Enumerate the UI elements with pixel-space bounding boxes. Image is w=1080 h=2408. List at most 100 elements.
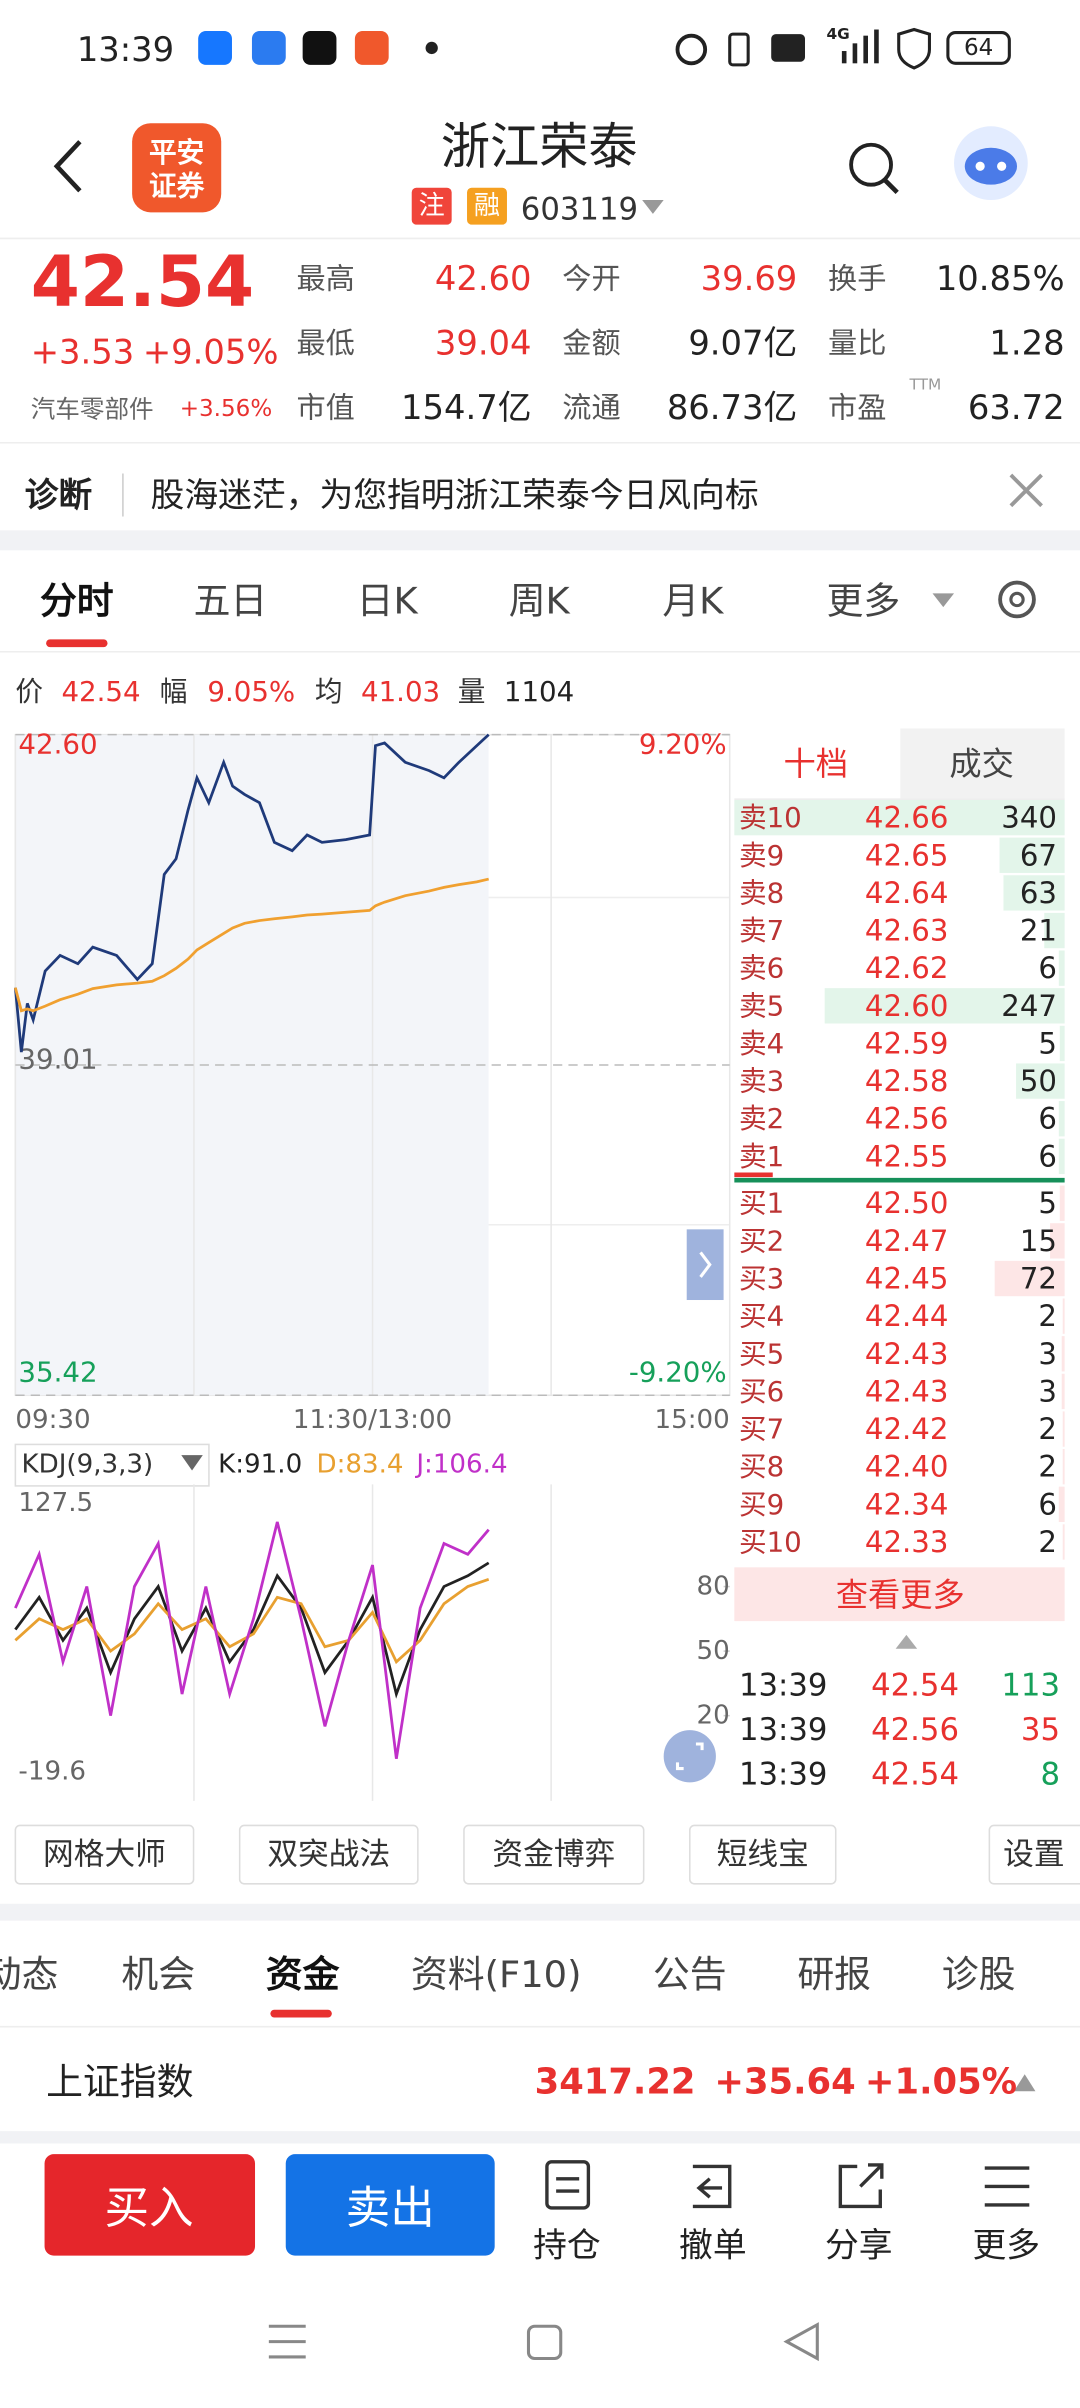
book-label: 买8	[739, 1450, 784, 1483]
diagnosis-text[interactable]: 股海迷茫，为您指明浙江荣泰今日风向标	[151, 476, 759, 515]
more-button-bg[interactable]	[734, 1567, 1065, 1622]
volume-bar	[1059, 1025, 1065, 1062]
indicator-name[interactable]: KDJ(9,3,3)	[22, 1449, 154, 1479]
book-price: 42.44	[865, 1299, 949, 1333]
book-volume: 63	[1020, 876, 1057, 910]
dropdown-arrow[interactable]	[642, 200, 664, 214]
tab-indicator	[46, 639, 108, 648]
fullscreen-button[interactable]	[663, 1730, 716, 1783]
sell-label[interactable]: 卖出	[346, 2182, 435, 2234]
volume-bar	[999, 837, 1065, 873]
book-price: 42.59	[865, 1026, 949, 1060]
book-tab[interactable]: 十档	[784, 745, 849, 783]
assistant-eye	[997, 161, 1007, 171]
volume-bar	[1061, 1336, 1065, 1372]
sector: 汽车零部件	[31, 394, 154, 423]
chart-tab[interactable]: 日K	[357, 580, 419, 623]
book-price: 42.43	[865, 1337, 949, 1371]
tool-label[interactable]: 资金博弈	[492, 1837, 615, 1873]
tool-button[interactable]	[14, 1824, 195, 1885]
info-value: 42.54	[61, 675, 140, 708]
book-label: 买2	[739, 1224, 784, 1257]
book-label: 买4	[739, 1300, 784, 1333]
search-button[interactable]	[849, 142, 893, 187]
tool-button[interactable]	[463, 1824, 645, 1885]
legend-entry: J:106.4	[414, 1449, 507, 1479]
book-tab[interactable]: 成交	[949, 745, 1014, 783]
marker	[734, 1172, 773, 1178]
band	[0, 530, 1080, 551]
dropdown-arrow[interactable]	[932, 593, 955, 608]
more-button[interactable]: 查看更多	[836, 1576, 965, 1614]
chart-tab[interactable]: 更多	[827, 580, 901, 623]
tool-label[interactable]: 设置	[1003, 1837, 1064, 1873]
tag-bg	[467, 187, 507, 225]
book-volume: 3	[1038, 1374, 1057, 1408]
settings-button[interactable]	[998, 580, 1036, 619]
alarm-icon	[675, 33, 708, 66]
action-label[interactable]: 分享	[825, 2225, 893, 2264]
book-price: 42.34	[865, 1487, 949, 1521]
sell-button[interactable]	[285, 2154, 495, 2256]
chart-tab[interactable]: 月K	[662, 580, 724, 623]
section-tab[interactable]: 资料(F10)	[411, 1953, 582, 1996]
book-price: 42.60	[865, 989, 949, 1023]
y-tick-label: 20	[696, 1701, 729, 1731]
tool-button[interactable]	[238, 1824, 419, 1885]
app-icon	[302, 31, 337, 65]
action-label[interactable]: 撤单	[679, 2225, 747, 2264]
section-tab[interactable]: 机会	[121, 1953, 195, 1996]
nav-bar	[268, 2322, 819, 2362]
action-label[interactable]: 持仓	[533, 2225, 601, 2264]
volume-bar	[734, 799, 1065, 836]
network-type: 4G	[827, 25, 850, 43]
tool-button[interactable]	[988, 1824, 1080, 1885]
chart-tab[interactable]: 分时	[40, 580, 114, 623]
section-tab[interactable]: 诊股	[942, 1953, 1016, 1996]
expand-arrow[interactable]	[1013, 2074, 1036, 2092]
index-value: 3417.22	[535, 2061, 696, 2102]
buy-label[interactable]: 买入	[104, 2182, 193, 2234]
tab-indicator	[270, 2009, 332, 2018]
book-volume: 3	[1038, 1337, 1057, 1371]
indicator-box[interactable]	[14, 1443, 210, 1487]
close-button[interactable]	[1009, 473, 1043, 508]
section-tab[interactable]: 资金	[266, 1953, 340, 1996]
expand-button[interactable]	[686, 1229, 724, 1301]
back-button[interactable]	[53, 140, 82, 193]
trade-volume: 35	[1021, 1712, 1060, 1748]
tag: 融	[474, 191, 500, 221]
book-volume: 5	[1038, 1026, 1057, 1060]
collapse-arrow[interactable]	[895, 1634, 918, 1649]
trade-time: 13:39	[739, 1757, 828, 1793]
section-tab[interactable]: 动态	[0, 1953, 58, 1996]
stat-value: 39.04	[435, 323, 532, 362]
book-volume: 2	[1038, 1450, 1057, 1484]
chart-tab[interactable]: 五日	[194, 580, 268, 623]
tool-button[interactable]	[689, 1824, 837, 1885]
assistant-eye	[975, 161, 985, 171]
buy-button[interactable]	[44, 2154, 256, 2256]
volume-bar	[1059, 1185, 1065, 1221]
stat-label: 最高	[297, 261, 355, 295]
tool-label[interactable]: 短线宝	[717, 1837, 809, 1873]
sector-change: +3.56%	[180, 396, 272, 422]
section-tab[interactable]: 研报	[797, 1953, 871, 1996]
battery-level: 64	[964, 35, 993, 61]
hd-icon	[771, 34, 806, 62]
book-price: 42.55	[865, 1139, 949, 1173]
book-volume: 72	[1020, 1262, 1057, 1296]
trade-volume: 113	[1001, 1668, 1060, 1704]
section-tab[interactable]: 公告	[653, 1953, 727, 1996]
shield-icon	[897, 27, 931, 70]
trade-price: 42.54	[871, 1757, 959, 1793]
tool-label[interactable]: 双突战法	[267, 1837, 390, 1873]
tool-label[interactable]: 网格大师	[43, 1837, 166, 1873]
action-label[interactable]: 更多	[972, 2225, 1040, 2264]
chart-tab[interactable]: 周K	[509, 580, 571, 623]
legend-entry: D:83.4	[316, 1449, 403, 1479]
book-price: 42.63	[865, 914, 949, 948]
stat-value: 63.72	[968, 388, 1065, 427]
